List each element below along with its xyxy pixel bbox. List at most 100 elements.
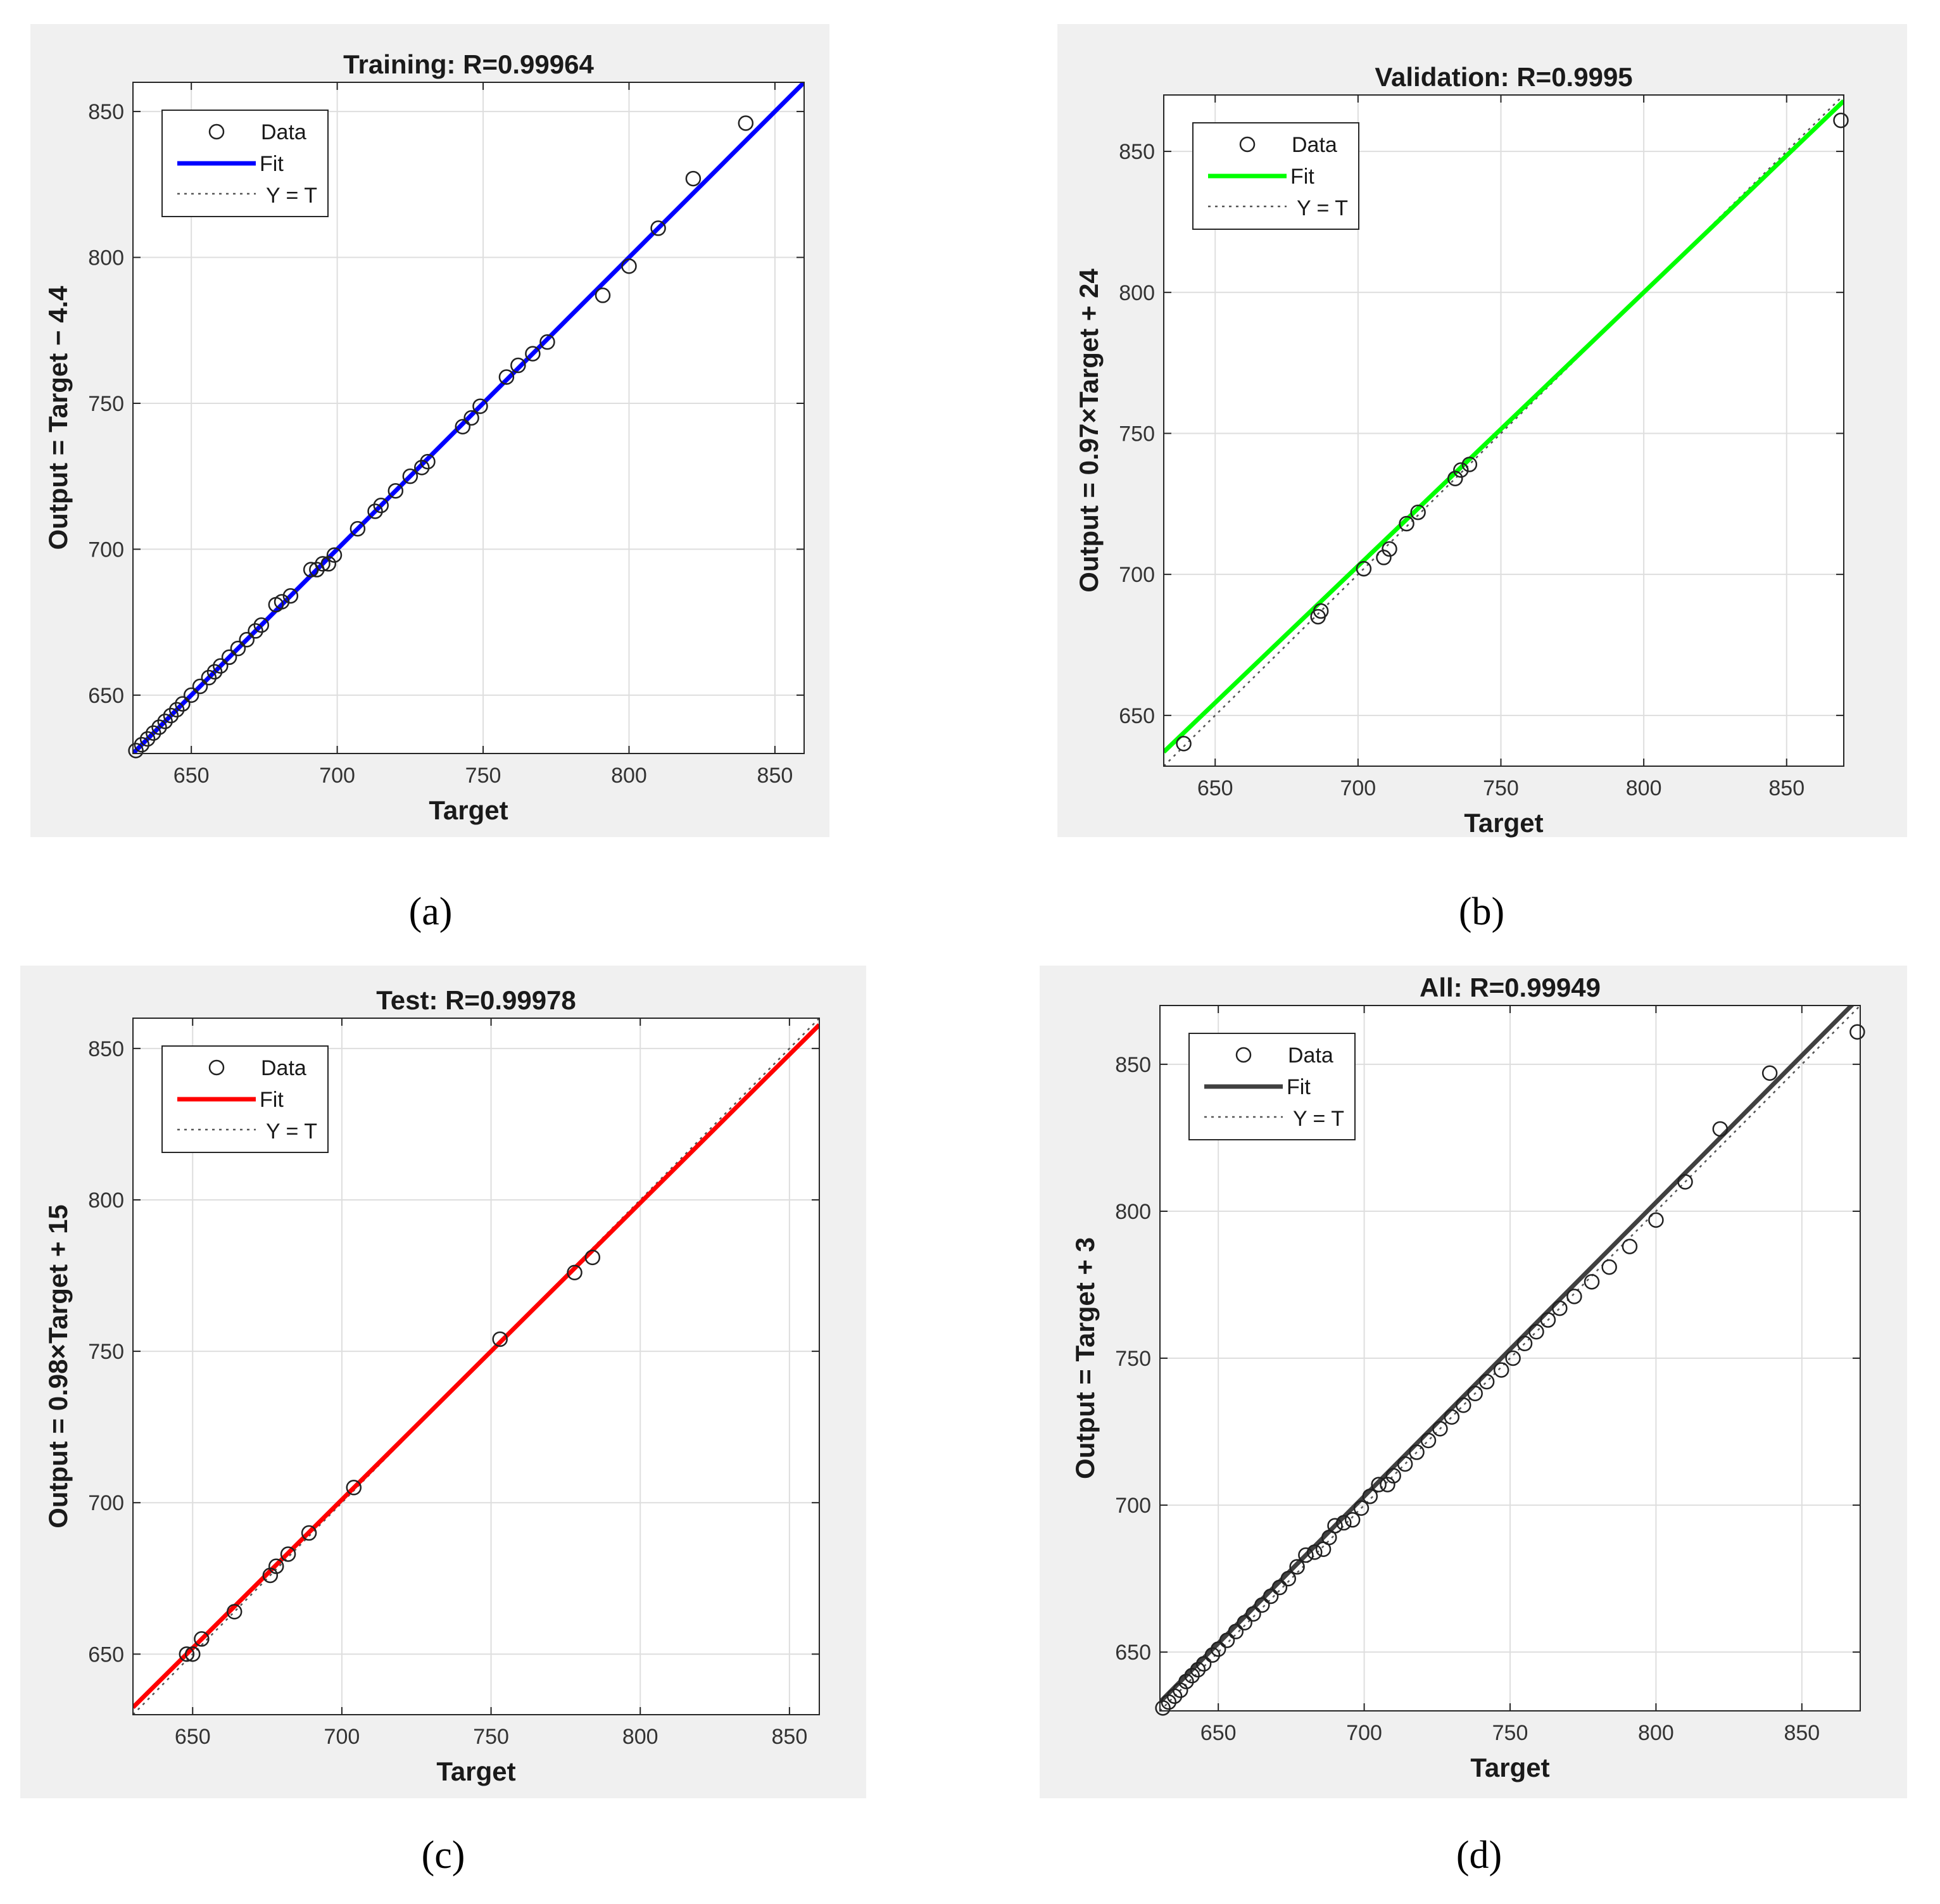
data-point [350,520,366,537]
data-point [253,617,270,633]
data-point [1461,457,1478,472]
data-point [1382,541,1397,557]
x-tick-label: 700 [1340,776,1376,800]
data-point [1228,1623,1244,1639]
data-point [1456,1397,1471,1413]
data-point [1161,1694,1177,1710]
axes-frame [1163,94,1844,767]
data-point [1263,1588,1279,1605]
data-point [1566,1289,1582,1304]
data-point [206,664,223,680]
y-tick-label: 650 [88,684,124,708]
data-point [1467,1385,1483,1401]
data-point [584,1249,601,1266]
legend-data-marker [208,123,225,140]
data-point [1245,1606,1261,1622]
data-point [414,460,430,476]
chart-title: Training: R=0.99964 [343,49,594,79]
data-point [1371,1477,1387,1492]
y-tick-label: 750 [1119,422,1155,446]
y-tick-label: 850 [1119,140,1155,164]
data-point [1761,1065,1778,1081]
data-point [274,594,290,610]
y-tick-label: 800 [88,1188,124,1213]
y-tick-label: 750 [1115,1347,1151,1371]
data-point [1601,1259,1617,1275]
data-point [146,725,161,741]
x-tick-label: 800 [1626,776,1662,800]
y-tick-label: 850 [1115,1053,1151,1077]
x-tick-label: 700 [1346,1721,1382,1745]
data-point [1478,1373,1495,1390]
y-tick-label: 700 [88,538,124,562]
identity-line [1160,1006,1860,1711]
data-point [510,357,526,374]
data-point [567,1264,583,1280]
data-point [402,468,419,484]
data-point [498,369,515,385]
data-point [1622,1239,1638,1254]
data-point [134,736,150,753]
x-axis-label: Target [436,1756,515,1786]
data-point [420,453,436,470]
data-point [1353,1500,1370,1516]
x-tick-label: 650 [1197,776,1233,800]
data-point [685,170,702,187]
chart-panel-4: 650 700 750 800 850 650 700 750 800 850 All: R=0.9… [1040,966,1907,1877]
axes-frame [1159,1005,1861,1712]
data-point [282,588,299,604]
legend-entry: Y = T [266,184,317,208]
data-point [326,547,343,563]
data-point [1410,504,1426,520]
data-point [346,1480,362,1496]
data-point [1173,1682,1188,1698]
y-tick-label: 850 [88,100,124,124]
chart-panel-1: 650 700 750 800 850 650 700 750 800 850 Training: … [30,24,829,933]
data-point [1528,1323,1544,1340]
data-point [1453,462,1469,478]
data-point [1271,1579,1288,1596]
y-tick-label: 650 [1115,1641,1151,1665]
data-point [226,1604,242,1620]
fit-line [133,1023,819,1710]
data-point [1552,1300,1568,1316]
data-point [1584,1274,1600,1290]
data-point [1195,1656,1212,1672]
y-tick-label: 800 [1119,281,1155,305]
data-point [1409,1444,1425,1460]
data-point [387,482,404,499]
data-point [1254,1597,1270,1613]
y-axis-label: Output = Target + 3 [1070,1237,1100,1479]
y-tick-label: 700 [1119,563,1155,587]
legend-entry: Fit [260,1088,284,1112]
legend-data-marker [208,1059,225,1076]
x-tick-label: 800 [611,764,647,788]
data-point [315,556,331,572]
chart-title: Test: R=0.99978 [376,985,576,1015]
panel-caption: (a) [409,890,453,933]
axes-frame [132,82,805,754]
x-axis-label: Target [1470,1753,1549,1782]
data-point [1210,1641,1226,1657]
x-tick-label: 850 [1768,776,1805,800]
chart-panel-3: 650 700 750 800 850 650 700 750 800 850 Test: R=0.… [20,966,866,1877]
data-point [1184,1668,1200,1684]
data-point [1204,1647,1221,1663]
x-tick-label: 700 [319,764,355,788]
data-point [1420,1432,1437,1449]
legend-entry: Y = T [1293,1107,1344,1131]
legend: Data Fit Y = T [161,110,329,217]
x-tick-label: 750 [473,1725,509,1749]
y-axis-label: Output = Target − 4.4 [43,286,73,550]
data-point [455,419,471,435]
data-point [1380,1477,1395,1492]
data-point [1280,1570,1297,1587]
legend-data-marker [1235,1047,1252,1063]
panel-caption: (b) [1459,890,1504,933]
legend-entry: Fit [260,152,284,176]
data-point [163,707,179,724]
legend-entry: Data [1292,133,1337,157]
data-point [139,731,156,747]
y-tick-label: 650 [1119,704,1155,728]
data-point [1289,1559,1305,1575]
